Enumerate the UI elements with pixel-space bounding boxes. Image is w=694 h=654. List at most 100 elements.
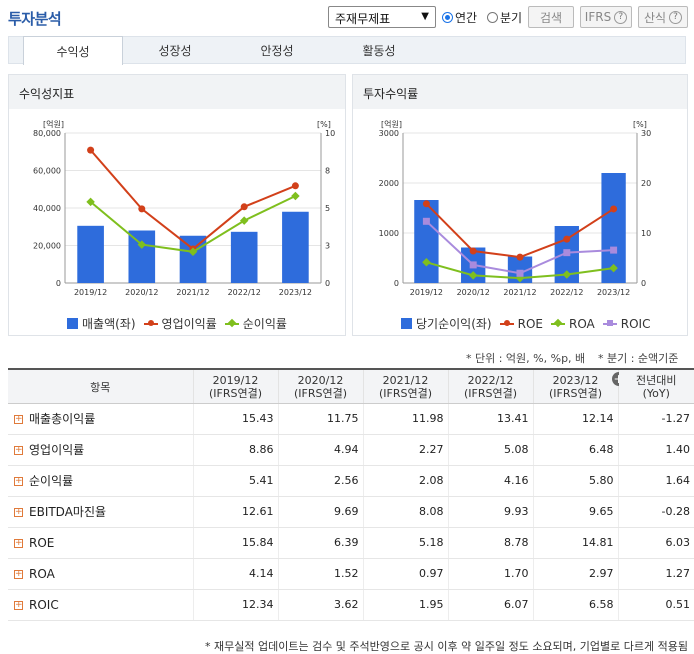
value-cell: 5.41 [193, 465, 279, 497]
row-label[interactable]: + 순이익률 [8, 465, 194, 497]
row-label[interactable]: + ROE [8, 527, 194, 559]
chart-legend: 매출액(좌) 영업이익률 순이익률 [67, 315, 287, 332]
left-unit-label: [억원] [381, 119, 402, 129]
x-tick-label: 2023/12 [279, 288, 312, 297]
return-chart: [억원] [%] 3000 2000 1000 0 30 20 10 0 2019/12 2020/1… [379, 119, 652, 297]
bar [128, 230, 156, 283]
value-cell: 2.97 [533, 558, 619, 590]
search-button-label: 검색 [539, 10, 563, 25]
yoy-cell: 1.40 [618, 434, 694, 466]
value-cell: 3.62 [278, 589, 364, 621]
table-body: + 매출총이익률 15.43 11.75 11.98 13.41 12.14 -1.27 + 영업… [8, 403, 694, 621]
expand-row-icon[interactable]: + [14, 568, 23, 579]
value-cell: 6.58 [533, 589, 619, 621]
help-icon: ? [614, 10, 628, 24]
ifrs-button[interactable]: IFRS ? [580, 6, 632, 28]
header-period: 2020/12 (IFRS연결) [278, 368, 364, 404]
y2-tick-label: 0 [325, 279, 330, 288]
row-label[interactable]: + ROA [8, 558, 194, 590]
footer-note: * 재무실적 업데이트는 검수 및 주석반영으로 공시 이후 약 일주일 정도 … [205, 640, 688, 653]
table-row: + ROIC 12.34 3.62 1.95 6.07 6.58 0.51 [8, 589, 694, 621]
return-chart-panel: 투자수익률 [억원] [%] 3000 2000 1000 0 30 20 10 0 2019/12… [352, 74, 688, 336]
value-cell: 9.93 [448, 496, 534, 528]
header-period: 전년대비 (YoY) [618, 368, 694, 404]
right-unit-label: [%] [633, 120, 647, 129]
x-tick-label: 2021/12 [503, 288, 536, 297]
x-tick-label: 2020/12 [457, 288, 490, 297]
bar [179, 235, 207, 283]
line-legend-icon [499, 318, 514, 329]
line-point [469, 247, 477, 255]
row-label[interactable]: + 매출총이익률 [8, 403, 194, 435]
legend-label: ROIC [620, 316, 651, 331]
expand-row-icon[interactable]: + [14, 445, 23, 455]
expand-row-icon[interactable]: + [14, 537, 23, 548]
legend-label: ROA [568, 316, 595, 331]
annual-radio[interactable]: 연간 [442, 9, 477, 26]
bar-legend-icon [401, 318, 412, 329]
line-point [87, 146, 95, 154]
table-row: + EBITDA마진율 12.61 9.69 8.08 9.93 9.65 -0.28 [8, 496, 694, 528]
quarter-radio[interactable]: 분기 [487, 9, 522, 26]
x-tick-label: 2021/12 [176, 288, 209, 297]
table-row: + ROE 15.84 6.39 5.18 8.78 14.81 6.03 [8, 527, 694, 559]
search-button[interactable]: 검색 [528, 6, 574, 28]
yoy-cell: 0.51 [618, 589, 694, 621]
value-cell: 6.39 [278, 527, 364, 559]
yoy-cell: -0.28 [618, 496, 694, 528]
line-point [240, 203, 248, 211]
legend-label: 영업이익률 [161, 317, 217, 331]
value-cell: 12.34 [193, 589, 279, 621]
ifrs-button-label: IFRS [584, 10, 612, 24]
y-tick-label: 1000 [379, 229, 399, 238]
statement-select[interactable]: 주재무제표 ▼ [328, 6, 436, 28]
tab-stability[interactable]: 안정성 [260, 44, 294, 58]
bar [230, 231, 258, 283]
table-header-row: 항목 2019/12 (IFRS연결) 2020/12 (IFRS연결) 2021/12(… [8, 368, 694, 404]
y-tick-label: 60,000 [33, 167, 61, 176]
value-cell: 1.95 [363, 589, 449, 621]
value-cell: 15.43 [193, 403, 279, 435]
expand-row-icon[interactable]: + [14, 507, 23, 517]
value-cell: 2.27 [363, 434, 449, 466]
row-label[interactable]: + EBITDA마진율 [8, 496, 194, 528]
x-tick-label: 2022/12 [228, 288, 261, 297]
expand-row-icon[interactable]: + [14, 414, 23, 424]
y-tick-label: 0 [394, 279, 399, 288]
x-tick-label: 2022/12 [550, 288, 583, 297]
legend-label: ROE [517, 316, 543, 331]
y2-tick-label: 20 [641, 179, 651, 188]
y-tick-label: 0 [56, 279, 61, 288]
panel-title: 수익성지표 [9, 75, 345, 109]
bar [414, 200, 439, 283]
line-point [291, 182, 299, 190]
table-row: + 순이익률 5.41 2.56 2.08 4.16 5.80 1.64 [8, 465, 694, 497]
tab-profitability[interactable]: 수익성 [23, 36, 123, 65]
row-label[interactable]: + ROIC [8, 589, 194, 621]
series-line [89, 149, 296, 251]
bar-legend-icon [67, 318, 78, 329]
yoy-cell: -1.27 [618, 403, 694, 435]
line-point [610, 205, 618, 213]
chevron-down-icon: ▼ [421, 11, 429, 22]
header-period: 2021/12 (IFRS연결) [363, 368, 449, 404]
tab-growth[interactable]: 성장성 [158, 44, 192, 58]
formula-button-label: 산식 [643, 10, 667, 25]
y2-tick-label: 30 [641, 129, 651, 138]
value-cell: 12.14 [533, 403, 619, 435]
expand-row-icon[interactable]: + [14, 599, 23, 610]
expand-row-icon[interactable]: + [14, 476, 23, 486]
row-label[interactable]: + 영업이익률 [8, 434, 194, 466]
x-tick-label: 2023/12 [597, 288, 630, 297]
formula-button[interactable]: 산식 ? [638, 6, 688, 28]
line-point [516, 253, 524, 261]
line-point [562, 270, 572, 279]
radio-selected-icon [442, 12, 453, 23]
line-point [563, 235, 571, 243]
tab-activity[interactable]: 활동성 [362, 44, 396, 58]
bar [77, 225, 104, 283]
value-cell: 1.70 [448, 558, 534, 590]
x-tick-label: 2019/12 [410, 288, 443, 297]
value-cell: 12.61 [193, 496, 279, 528]
table-row: + ROA 4.14 1.52 0.97 1.70 2.97 1.27 [8, 558, 694, 590]
